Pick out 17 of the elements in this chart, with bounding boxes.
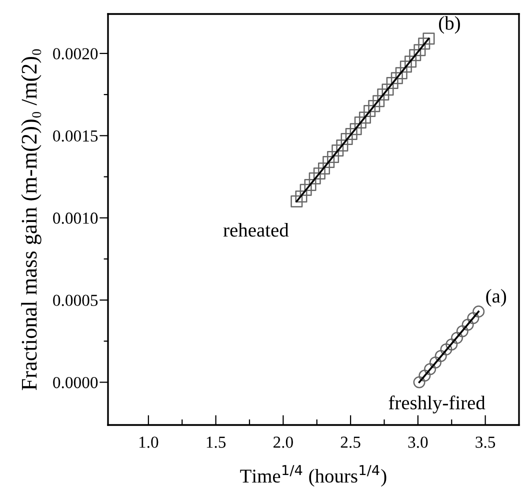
x-tick-label: 2.5: [340, 436, 360, 448]
annotation: reheated: [223, 223, 289, 237]
x-tick-label: 1.0: [139, 436, 158, 448]
y-tick-label: 0.0005: [53, 294, 98, 306]
annotation: (a): [486, 289, 506, 307]
annotation: (b): [439, 16, 460, 34]
y-axis-title: Fractional mass gain (m-m(2))₀ /m(2)₀: [21, 49, 42, 390]
annotation: freshly-fired: [388, 396, 486, 414]
x-tick-label: 1.5: [206, 436, 226, 448]
y-tick-label: 0.0000: [53, 376, 98, 388]
y-tick-label: 0.0010: [53, 212, 98, 224]
y-tick-label: 0.0015: [53, 130, 98, 142]
y-tick-label: 0.0020: [53, 48, 98, 60]
x-axis-title: Time$^{1/4}$ (hours$^{1/4}$): [240, 465, 386, 487]
x-tick-label: 3.5: [476, 436, 496, 448]
x-tick-label: 2.0: [273, 436, 293, 448]
x-tick-label: 3.0: [408, 436, 428, 448]
